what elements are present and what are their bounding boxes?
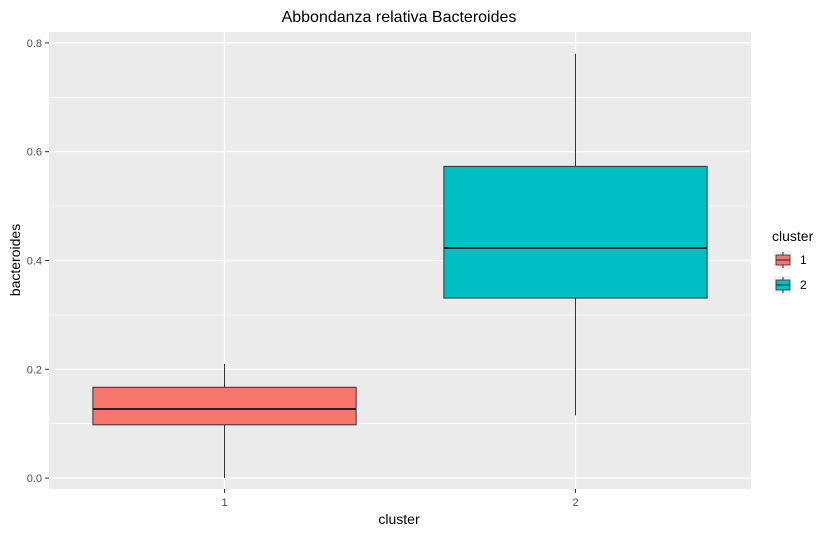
boxplot-series bbox=[92, 53, 708, 479]
y-tick-label: 0.6 bbox=[27, 147, 42, 159]
y-tick-label: 0.0 bbox=[27, 473, 42, 485]
y-tick-label: 0.4 bbox=[27, 256, 42, 268]
legend-title: cluster bbox=[772, 228, 814, 244]
chart-title: Abbondanza relativa Bacteroides bbox=[282, 9, 517, 26]
legend-label: 2 bbox=[800, 278, 807, 292]
box-cluster-2 bbox=[443, 53, 708, 416]
legend-label: 1 bbox=[800, 253, 807, 267]
legend-entry-1: 1 bbox=[774, 251, 807, 269]
x-tick-label: 1 bbox=[221, 497, 227, 509]
y-tick-label: 0.8 bbox=[27, 38, 42, 50]
y-axis-ticks: 0.0 0.2 0.4 0.6 0.8 bbox=[27, 38, 49, 485]
x-tick-label: 2 bbox=[572, 497, 578, 509]
box-cluster-1 bbox=[92, 363, 357, 479]
legend: cluster 1 2 bbox=[772, 228, 814, 294]
legend-entry-2: 2 bbox=[774, 276, 807, 294]
box-iqr bbox=[92, 386, 357, 426]
x-axis-title: cluster bbox=[378, 511, 420, 527]
y-tick-label: 0.2 bbox=[27, 364, 42, 376]
y-axis-title: bacteroides bbox=[7, 224, 23, 296]
box-iqr bbox=[443, 165, 708, 299]
